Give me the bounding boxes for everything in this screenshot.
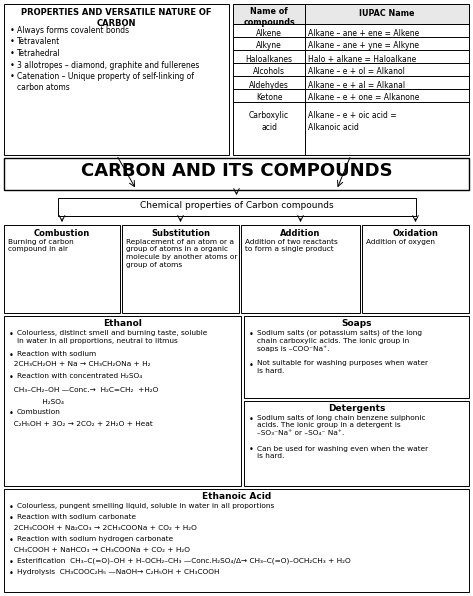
Text: •: •: [9, 558, 14, 567]
Text: Oxidation: Oxidation: [393, 229, 438, 238]
Text: Tetrahedral: Tetrahedral: [17, 49, 61, 58]
Text: Not suitable for washing purposes when water
is hard.: Not suitable for washing purposes when w…: [257, 361, 428, 374]
Text: Ketone: Ketone: [256, 94, 282, 103]
Text: Esterification  CH₃–C(=O)–OH + H–OCH₂–CH₃ —Conc.H₂SO₄/Δ→ CH₃–C(=O)–OCH₂CH₃ + H₂O: Esterification CH₃–C(=O)–OH + H–OCH₂–CH₃…: [17, 558, 351, 564]
Text: CH₃–CH₂–OH —Conc.→  H₂C=CH₂  +H₂O: CH₃–CH₂–OH —Conc.→ H₂C=CH₂ +H₂O: [9, 387, 158, 393]
Text: •: •: [10, 38, 15, 46]
Text: Alkane – e + one = Alkanone: Alkane – e + one = Alkanone: [308, 94, 420, 103]
Text: •: •: [9, 330, 14, 339]
Text: •: •: [9, 409, 14, 418]
Bar: [58, 198, 416, 216]
Bar: [4, 316, 241, 486]
Text: Alkane – e + al = Alkanal: Alkane – e + al = Alkanal: [308, 80, 405, 89]
Text: Alkane – ane + ene = Alkene: Alkane – ane + ene = Alkene: [308, 29, 419, 38]
Bar: [4, 4, 229, 155]
Bar: [233, 4, 469, 24]
Text: Can be used for washing even when the water
is hard.: Can be used for washing even when the wa…: [257, 445, 428, 459]
Text: •: •: [10, 49, 15, 58]
Text: •: •: [10, 26, 15, 35]
Text: Carboxylic
acid: Carboxylic acid: [249, 111, 289, 132]
Text: •: •: [10, 61, 15, 70]
Text: •: •: [10, 72, 15, 81]
Text: Soaps: Soaps: [341, 319, 372, 328]
Text: Burning of carbon
compound in air: Burning of carbon compound in air: [8, 239, 74, 253]
Bar: [233, 4, 469, 155]
Text: Reaction with sodium carbonate: Reaction with sodium carbonate: [17, 514, 136, 520]
Text: Substitution: Substitution: [151, 229, 210, 238]
Text: Alkane – ane + yne = Alkyne: Alkane – ane + yne = Alkyne: [308, 42, 419, 51]
Text: C₂H₅OH + 3O₂ → 2CO₂ + 2H₂O + Heat: C₂H₅OH + 3O₂ → 2CO₂ + 2H₂O + Heat: [9, 421, 153, 427]
Text: Combustion: Combustion: [34, 229, 90, 238]
Text: •: •: [9, 350, 14, 359]
Text: Always forms covalent bonds: Always forms covalent bonds: [17, 26, 129, 35]
Text: •: •: [249, 361, 254, 370]
Text: Halo + alkane = Haloalkane: Halo + alkane = Haloalkane: [308, 54, 416, 64]
Text: CARBON AND ITS COMPOUNDS: CARBON AND ITS COMPOUNDS: [81, 162, 392, 180]
Bar: [244, 316, 469, 398]
Text: 3 allotropes – diamond, graphite and fullerenes: 3 allotropes – diamond, graphite and ful…: [17, 61, 200, 70]
Text: Detergents: Detergents: [328, 404, 385, 413]
Text: PROPERTIES AND VERSATILE NATURE OF
CARBON: PROPERTIES AND VERSATILE NATURE OF CARBO…: [21, 8, 212, 28]
Text: Sodium salts of long chain benzene sulphonic
acids. The ionic group in a deterge: Sodium salts of long chain benzene sulph…: [257, 415, 426, 436]
Text: Alcohols: Alcohols: [253, 67, 285, 76]
Text: H₂SO₄: H₂SO₄: [9, 399, 64, 405]
Text: Alkyne: Alkyne: [256, 42, 282, 51]
Text: •: •: [249, 445, 254, 455]
Text: Tetravalent: Tetravalent: [17, 38, 60, 46]
Text: Ethanoic Acid: Ethanoic Acid: [202, 492, 271, 501]
Bar: [362, 225, 469, 313]
Text: Alkane – e + oic acid =
Alkanoic acid: Alkane – e + oic acid = Alkanoic acid: [308, 111, 397, 132]
Text: •: •: [249, 330, 254, 339]
Text: •: •: [9, 503, 14, 512]
Bar: [4, 225, 120, 313]
Text: Addition: Addition: [280, 229, 321, 238]
Text: Chemical properties of Carbon compounds: Chemical properties of Carbon compounds: [140, 201, 334, 210]
Text: Alkane – e + ol = Alkanol: Alkane – e + ol = Alkanol: [308, 67, 405, 76]
Text: Addition of two reactants
to form a single product: Addition of two reactants to form a sing…: [245, 239, 338, 253]
Text: Catenation – Unique property of self-linking of
carbon atoms: Catenation – Unique property of self-lin…: [17, 72, 194, 92]
Text: Aldehydes: Aldehydes: [249, 80, 289, 89]
Bar: [4, 158, 469, 190]
Bar: [241, 225, 360, 313]
Bar: [244, 401, 469, 486]
Text: Ethanol: Ethanol: [103, 319, 142, 328]
Text: Colourless, pungent smelling liquid, soluble in water in all proportions: Colourless, pungent smelling liquid, sol…: [17, 503, 274, 509]
Text: Reaction with concentrated H₂SO₄: Reaction with concentrated H₂SO₄: [17, 372, 142, 378]
Text: Colourless, distinct smell and burning taste, soluble
in water in all proportion: Colourless, distinct smell and burning t…: [17, 330, 207, 343]
Text: Haloalkanes: Haloalkanes: [245, 54, 292, 64]
Text: •: •: [9, 372, 14, 381]
Text: CH₃COOH + NaHCO₃ → CH₃COONa + CO₂ + H₂O: CH₃COOH + NaHCO₃ → CH₃COONa + CO₂ + H₂O: [9, 547, 190, 553]
Text: Alkene: Alkene: [256, 29, 282, 38]
Text: Reaction with sodium hydrogen carbonate: Reaction with sodium hydrogen carbonate: [17, 536, 173, 542]
Text: 2CH₃COOH + Na₂CO₃ → 2CH₃COONa + CO₂ + H₂O: 2CH₃COOH + Na₂CO₃ → 2CH₃COONa + CO₂ + H₂…: [9, 525, 197, 531]
Text: Addition of oxygen: Addition of oxygen: [366, 239, 435, 245]
Bar: [4, 489, 469, 592]
Text: •: •: [9, 536, 14, 545]
Bar: [122, 225, 239, 313]
Text: Combustion: Combustion: [17, 409, 61, 415]
Text: Replacement of an atom or a
group of atoms in a organic
molecule by another atom: Replacement of an atom or a group of ato…: [126, 239, 237, 268]
Text: IUPAC Name: IUPAC Name: [359, 9, 415, 18]
Text: Sodium salts (or potassium salts) of the long
chain carboxylic acids. The ionic : Sodium salts (or potassium salts) of the…: [257, 330, 422, 352]
Text: Reaction with sodium: Reaction with sodium: [17, 350, 96, 356]
Text: Name of
compounds: Name of compounds: [243, 7, 295, 27]
Text: •: •: [9, 514, 14, 523]
Text: Hydrolysis  CH₃COOC₂H₅ —NaOH→ C₂H₅OH + CH₃COOH: Hydrolysis CH₃COOC₂H₅ —NaOH→ C₂H₅OH + CH…: [17, 569, 219, 575]
Text: •: •: [249, 415, 254, 424]
Text: 2CH₃CH₂OH + Na → CH₃CH₂ONa + H₂: 2CH₃CH₂OH + Na → CH₃CH₂ONa + H₂: [9, 362, 150, 368]
Text: •: •: [9, 569, 14, 578]
